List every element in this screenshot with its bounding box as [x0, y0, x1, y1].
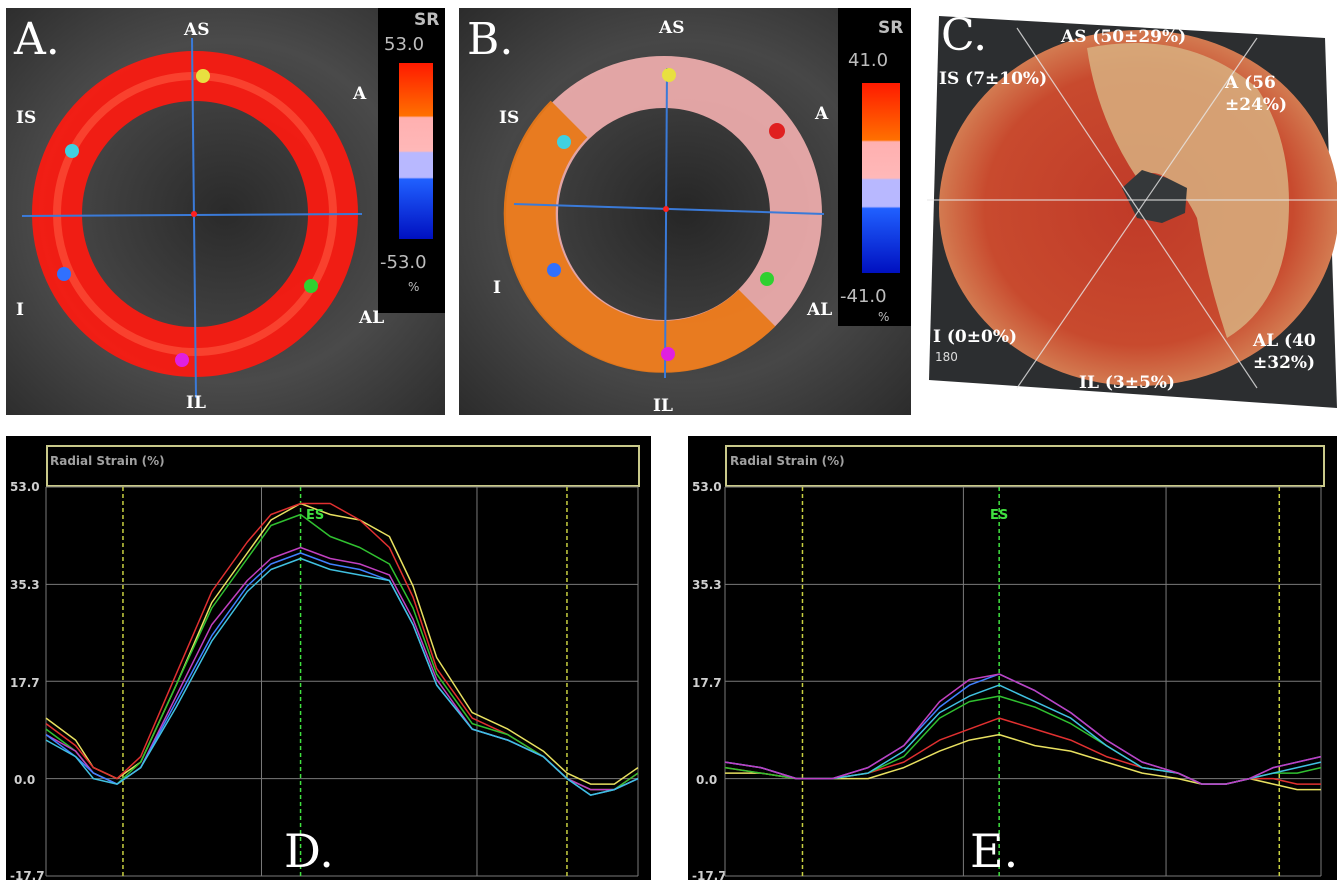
colorbar-title: SR: [878, 18, 904, 38]
ytick-53: 53.0: [10, 480, 40, 494]
marker-blue: [547, 263, 561, 277]
strain-curve-6: [45, 557, 639, 796]
panel-a-colorbar: SR 53.0 -53.0 %: [378, 8, 445, 313]
marker-green: [760, 272, 774, 286]
panel-c: C. AS (50±29%) IS (7±10%) A (56 ±24%) I …: [927, 8, 1337, 415]
marker-red: [769, 123, 785, 139]
label-is: IS: [499, 108, 520, 128]
graph-d-es-label: ES: [306, 508, 325, 523]
label-al: AL: [807, 300, 833, 320]
marker-cyan: [557, 135, 571, 149]
ytick-0: 0.0: [696, 773, 718, 787]
label-i-sub: 180: [935, 350, 958, 364]
graph-e-title-box: [725, 445, 1325, 487]
ytick-35: 35.3: [692, 578, 722, 592]
strain-curve-5: [45, 552, 639, 796]
panel-b-crosshair-v: [664, 67, 668, 379]
ytick-17: 17.7: [692, 676, 722, 690]
panel-b-strain-ring-orange: [503, 100, 776, 373]
panel-a: A. AS A IS I AL IL SR 53.0 -53.0 %: [6, 8, 445, 415]
label-a: A (56 ±24%): [1225, 73, 1288, 115]
panel-b-letter: B.: [467, 14, 514, 65]
marker-blue: [57, 267, 71, 281]
label-i: I: [493, 278, 501, 298]
label-il: IL: [186, 393, 206, 413]
strain-curve-2: [724, 717, 1321, 785]
ytick-0: 0.0: [14, 773, 36, 787]
strain-curve-1: [45, 502, 639, 785]
label-is: IS (7±10%): [939, 69, 1048, 89]
ytick-17: 17.7: [10, 676, 40, 690]
infarct-region: [1087, 43, 1289, 338]
label-as: AS: [659, 18, 685, 38]
marker-cyan: [65, 144, 79, 158]
graph-e-es-label: ES: [990, 508, 1009, 523]
panel-b-echo-image: [459, 8, 911, 415]
strain-curve-2: [45, 502, 639, 791]
marker-magenta: [175, 353, 189, 367]
label-a: A: [353, 84, 367, 104]
strain-curve-3: [45, 513, 639, 791]
graph-d-plot: [45, 486, 639, 877]
panel-a-letter: A.: [14, 14, 60, 65]
graph-e-plot: [724, 486, 1322, 877]
ytick-35: 35.3: [10, 578, 40, 592]
marker-yellow: [196, 69, 210, 83]
graph-d-title-box: [46, 445, 640, 487]
marker-yellow: [662, 68, 676, 82]
strain-curve-1: [725, 733, 1321, 791]
label-il: IL (3±5%): [1079, 373, 1175, 393]
marker-magenta: [661, 347, 675, 361]
marker-green: [304, 279, 318, 293]
graph-e-letter: E.: [970, 824, 1019, 878]
panel-b: B. AS A IS I AL IL SR 41.0 -41.0 %: [459, 8, 911, 415]
ytick-53: 53.0: [692, 480, 722, 494]
colorbar-gradient: [862, 83, 900, 273]
label-as: AS (50±29%): [1061, 27, 1187, 47]
label-i: I: [16, 300, 24, 320]
label-a: A: [815, 104, 829, 124]
strain-curve-4: [724, 684, 1322, 785]
label-al: AL: [359, 308, 385, 328]
graph-d-letter: D.: [284, 824, 334, 878]
graph-d: Radial Strain (%) 53.0 35.3 17.7 0.0 -17…: [6, 436, 651, 883]
panel-c-letter: C.: [941, 10, 988, 61]
colorbar-min: -53.0: [380, 252, 427, 273]
strain-curve-4: [45, 546, 639, 791]
label-i: I (0±0%): [933, 327, 1018, 347]
strain-curve-6: [724, 673, 1322, 785]
strain-curve-5: [724, 673, 1322, 785]
label-as: AS: [184, 20, 210, 40]
panel-a-crosshair-v: [191, 37, 197, 399]
label-al: AL (40 ±32%): [1253, 331, 1316, 373]
graph-d-title: Radial Strain (%): [50, 454, 165, 468]
graph-e: Radial Strain (%) 53.0 35.3 17.7 0.0 -17…: [688, 436, 1337, 883]
colorbar-unit: %: [878, 310, 890, 324]
label-il: IL: [653, 396, 673, 415]
colorbar-gradient: [399, 63, 433, 239]
colorbar-max: 41.0: [848, 50, 889, 71]
panel-a-echo-image: [6, 8, 445, 415]
colorbar-min: -41.0: [840, 286, 887, 307]
colorbar-title: SR: [414, 10, 440, 30]
panel-b-colorbar: SR 41.0 -41.0 %: [838, 8, 911, 326]
colorbar-max: 53.0: [384, 34, 425, 55]
graph-e-title: Radial Strain (%): [730, 454, 845, 468]
colorbar-unit: %: [408, 280, 420, 294]
strain-curve-3: [724, 695, 1322, 785]
panel-c-tissue-photo: [927, 16, 1337, 408]
label-is: IS: [16, 108, 37, 128]
